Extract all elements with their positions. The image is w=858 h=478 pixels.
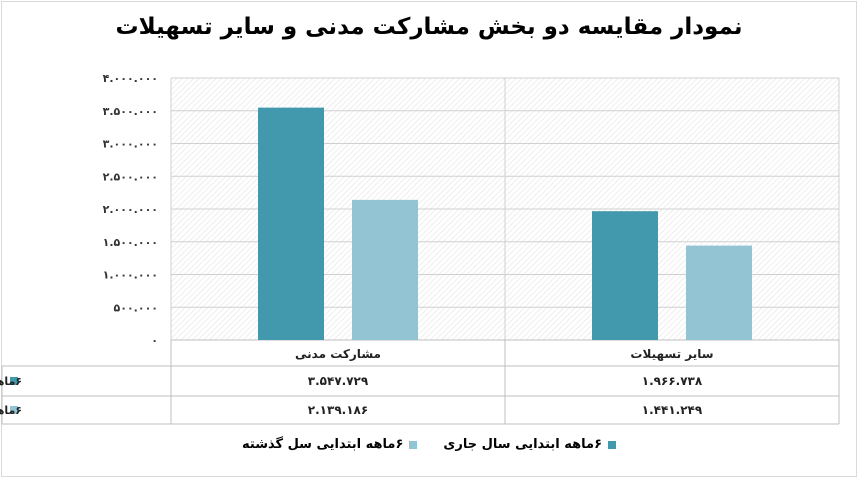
table-legend-swatch: [10, 377, 18, 385]
bar: [592, 211, 658, 340]
bar: [686, 245, 752, 340]
legend-swatch: [608, 440, 617, 449]
y-tick-label: ۰: [151, 334, 158, 347]
table-series-name: ۶ماهه ابتدایی سل گذشته: [0, 404, 22, 417]
category-label: سایر تسهیلات: [630, 347, 713, 361]
table-value: ۲.۱۳۹.۱۸۶: [308, 403, 368, 417]
table-value: ۱.۹۶۶.۷۳۸: [642, 374, 703, 388]
y-tick-label: ۱.۵۰۰.۰۰۰: [103, 236, 158, 249]
y-tick-label: ۲.۵۰۰.۰۰۰: [103, 170, 158, 183]
y-tick-label: ۳.۰۰۰.۰۰۰: [103, 138, 158, 151]
table-value: ۳.۵۴۷.۷۲۹: [308, 374, 369, 388]
y-tick-label: ۲.۰۰۰.۰۰۰: [103, 203, 158, 216]
legend-label: ۶ماهه ابتدایی سل گذشته: [242, 437, 404, 452]
y-tick-label: ۱.۰۰۰.۰۰۰: [103, 269, 158, 282]
category-label: مشارکت مدنی: [295, 347, 381, 361]
table-series-name: ۶ماهه ابتدایی سال جاری: [0, 375, 22, 388]
chart-title: نمودار مقایسه دو بخش مشارکت مدنی و سایر …: [115, 14, 743, 40]
legend: ۶ماهه ابتدایی سال جاری ۶ماهه ابتدایی سل گ…: [0, 437, 858, 452]
legend-label: ۶ماهه ابتدایی سال جاری: [443, 437, 603, 452]
legend-item: ۶ماهه ابتدایی سل گذشته: [242, 437, 418, 452]
y-tick-label: ۵۰۰.۰۰۰: [114, 301, 158, 314]
legend-swatch: [409, 440, 418, 449]
y-tick-label: ۳.۵۰۰.۰۰۰: [103, 105, 158, 118]
y-tick-label: ۴.۰۰۰.۰۰۰: [103, 72, 158, 85]
table-legend-swatch: [10, 406, 18, 414]
bar: [352, 199, 418, 340]
bar: [258, 107, 324, 340]
table-value: ۱.۴۴۱.۲۴۹: [642, 403, 703, 417]
legend-item: ۶ماهه ابتدایی سال جاری: [443, 437, 617, 452]
